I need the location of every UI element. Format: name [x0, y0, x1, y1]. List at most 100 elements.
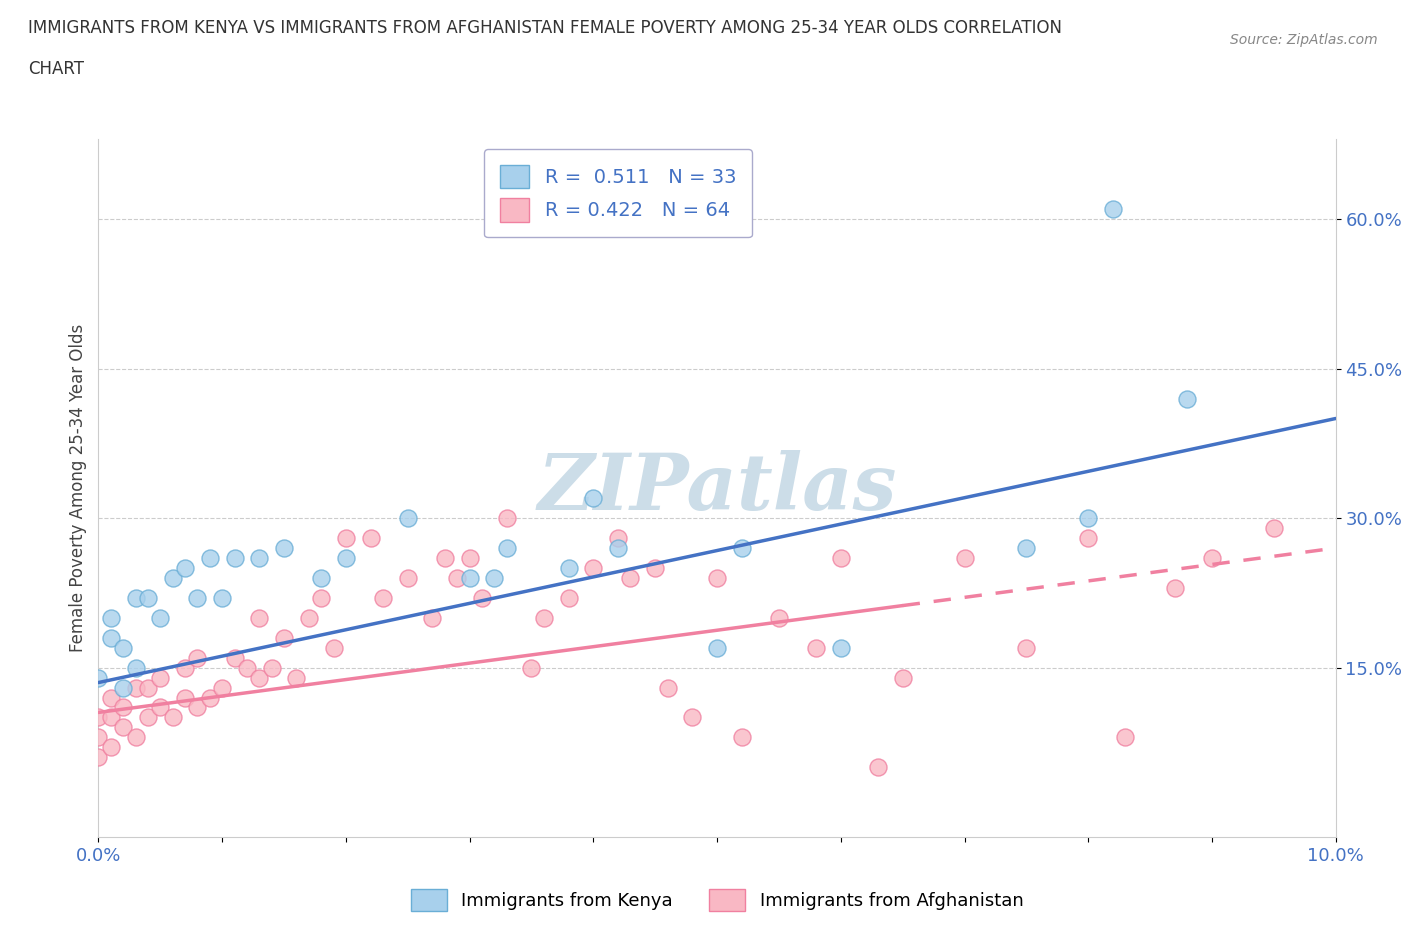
Point — [866, 760, 889, 775]
Point — [247, 671, 270, 685]
Point — [706, 570, 728, 585]
Point — [768, 610, 790, 625]
Point — [1077, 511, 1099, 525]
Point — [1015, 540, 1038, 555]
Point — [619, 570, 641, 585]
Point — [87, 710, 110, 724]
Point — [360, 531, 382, 546]
Point — [322, 640, 344, 655]
Y-axis label: Female Poverty Among 25-34 Year Olds: Female Poverty Among 25-34 Year Olds — [69, 325, 87, 652]
Point — [87, 671, 110, 685]
Legend: Immigrants from Kenya, Immigrants from Afghanistan: Immigrants from Kenya, Immigrants from A… — [404, 883, 1031, 919]
Point — [136, 710, 159, 724]
Point — [706, 640, 728, 655]
Point — [162, 710, 184, 724]
Point — [112, 680, 135, 695]
Point — [273, 540, 295, 555]
Point — [644, 561, 666, 576]
Text: CHART: CHART — [28, 60, 84, 78]
Point — [247, 551, 270, 565]
Point — [198, 551, 221, 565]
Point — [100, 610, 122, 625]
Point — [1114, 730, 1136, 745]
Point — [520, 660, 543, 675]
Point — [100, 631, 122, 645]
Point — [136, 591, 159, 605]
Point — [186, 700, 208, 715]
Text: ZIPatlas: ZIPatlas — [537, 450, 897, 526]
Point — [335, 531, 357, 546]
Point — [495, 540, 517, 555]
Point — [112, 640, 135, 655]
Point — [396, 570, 419, 585]
Text: Source: ZipAtlas.com: Source: ZipAtlas.com — [1230, 33, 1378, 46]
Point — [198, 690, 221, 705]
Point — [149, 700, 172, 715]
Point — [804, 640, 827, 655]
Point — [273, 631, 295, 645]
Point — [236, 660, 259, 675]
Point — [607, 531, 630, 546]
Point — [371, 591, 394, 605]
Point — [285, 671, 308, 685]
Point — [422, 610, 444, 625]
Point — [186, 591, 208, 605]
Point — [224, 650, 246, 665]
Point — [557, 591, 579, 605]
Point — [124, 730, 146, 745]
Point — [731, 540, 754, 555]
Point — [224, 551, 246, 565]
Point — [446, 570, 468, 585]
Point — [1175, 392, 1198, 406]
Point — [87, 750, 110, 764]
Point — [100, 740, 122, 755]
Point — [124, 660, 146, 675]
Point — [582, 561, 605, 576]
Point — [186, 650, 208, 665]
Point — [112, 720, 135, 735]
Point — [1164, 580, 1187, 595]
Point — [891, 671, 914, 685]
Point — [211, 591, 233, 605]
Point — [149, 610, 172, 625]
Point — [396, 511, 419, 525]
Point — [830, 640, 852, 655]
Point — [174, 561, 197, 576]
Point — [731, 730, 754, 745]
Point — [100, 690, 122, 705]
Point — [433, 551, 456, 565]
Point — [174, 690, 197, 705]
Point — [484, 570, 506, 585]
Point — [657, 680, 679, 695]
Point — [458, 551, 481, 565]
Point — [1201, 551, 1223, 565]
Point — [1263, 521, 1285, 536]
Point — [100, 710, 122, 724]
Point — [1015, 640, 1038, 655]
Point — [260, 660, 283, 675]
Point — [124, 591, 146, 605]
Point — [953, 551, 976, 565]
Point — [335, 551, 357, 565]
Point — [149, 671, 172, 685]
Point — [124, 680, 146, 695]
Point — [471, 591, 494, 605]
Point — [1077, 531, 1099, 546]
Point — [87, 730, 110, 745]
Point — [112, 700, 135, 715]
Text: IMMIGRANTS FROM KENYA VS IMMIGRANTS FROM AFGHANISTAN FEMALE POVERTY AMONG 25-34 : IMMIGRANTS FROM KENYA VS IMMIGRANTS FROM… — [28, 19, 1062, 36]
Point — [1102, 202, 1125, 217]
Point — [174, 660, 197, 675]
Point — [607, 540, 630, 555]
Point — [557, 561, 579, 576]
Point — [681, 710, 703, 724]
Point — [162, 570, 184, 585]
Point — [533, 610, 555, 625]
Point — [247, 610, 270, 625]
Point — [830, 551, 852, 565]
Point — [211, 680, 233, 695]
Point — [309, 591, 332, 605]
Point — [582, 491, 605, 506]
Point — [458, 570, 481, 585]
Point — [136, 680, 159, 695]
